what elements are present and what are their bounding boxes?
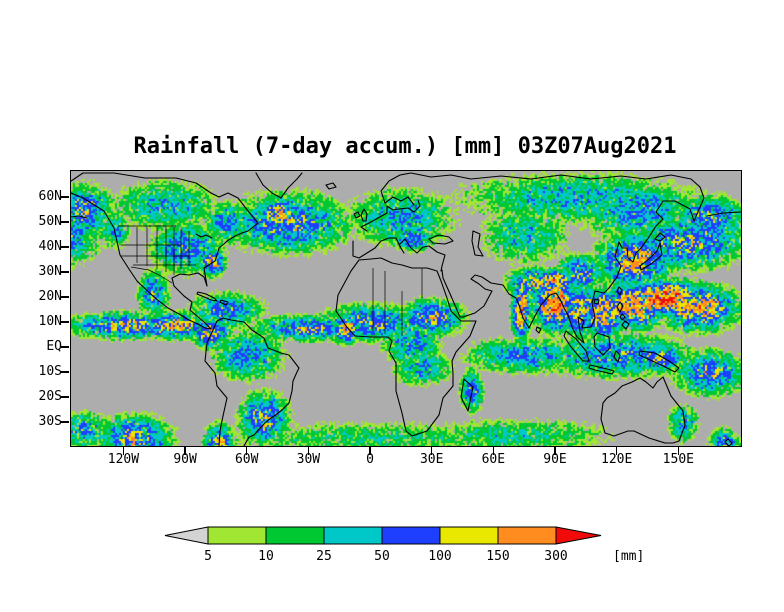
lon-tick-mark bbox=[677, 447, 680, 455]
colorbar-tick-label: 300 bbox=[544, 549, 567, 564]
colorbar-arrow-below bbox=[164, 526, 209, 545]
colorbar-tick-label: 50 bbox=[374, 549, 390, 564]
coastline-oceania bbox=[71, 211, 741, 446]
lon-tick-mark bbox=[369, 447, 371, 455]
lat-tick-mark bbox=[61, 196, 69, 198]
lat-tick-label: 10N bbox=[38, 314, 62, 329]
lon-tick-label: 90E bbox=[543, 452, 567, 467]
lon-tick-label: 30E bbox=[419, 452, 444, 467]
lat-tick-label: 60N bbox=[38, 189, 62, 204]
colorbar-tick-label: 10 bbox=[258, 549, 274, 564]
colorbar-tick-label: 25 bbox=[316, 549, 332, 564]
lon-tick-mark bbox=[492, 447, 495, 455]
lon-tick-label: 120E bbox=[601, 452, 633, 467]
lat-tick-mark bbox=[61, 371, 69, 373]
lon-tick-mark bbox=[245, 447, 248, 455]
colorbar-tick-label: 100 bbox=[428, 549, 451, 564]
colorbar-segment bbox=[497, 526, 557, 545]
lon-tick-label: 60W bbox=[234, 452, 259, 467]
colorbar-unit-label: [mm] bbox=[613, 549, 644, 564]
lon-tick-label: 60E bbox=[481, 452, 506, 467]
map-panel bbox=[70, 170, 742, 447]
lon-tick-label: 0 bbox=[366, 452, 374, 467]
lon-tick-mark bbox=[307, 447, 310, 455]
colorbar-segment bbox=[439, 526, 499, 545]
lon-tick-label: 90W bbox=[173, 452, 197, 467]
lat-tick-mark bbox=[61, 421, 69, 423]
coastlines-overlay bbox=[71, 172, 741, 446]
colorbar-segment bbox=[323, 526, 383, 545]
colorbar-segment bbox=[265, 526, 325, 545]
lat-tick-label: 20N bbox=[38, 289, 62, 304]
colorbar-tick-label: 150 bbox=[486, 549, 509, 564]
coastline-asia bbox=[410, 172, 705, 375]
lat-tick-mark bbox=[61, 296, 69, 298]
lat-tick-label: 30S bbox=[38, 414, 62, 429]
lat-tick-label: 30N bbox=[38, 264, 62, 279]
colorbar: 5 10 25 50 100 150 300 [mm] bbox=[164, 526, 644, 564]
lon-tick-mark bbox=[184, 447, 186, 455]
lat-tick-label: EQ bbox=[46, 339, 62, 354]
lon-tick-mark bbox=[554, 447, 556, 455]
lon-tick-mark bbox=[615, 447, 618, 455]
lon-tick-mark bbox=[430, 447, 433, 455]
lat-tick-mark bbox=[61, 271, 69, 273]
lon-tick-label: 150E bbox=[662, 452, 694, 467]
colorbar-segment bbox=[207, 526, 267, 545]
colorbar-segment bbox=[381, 526, 441, 545]
lat-tick-label: 10S bbox=[38, 364, 62, 379]
lon-tick-label: 120W bbox=[107, 452, 140, 467]
rainfall-raster bbox=[71, 171, 741, 446]
lat-tick-label: 20S bbox=[38, 389, 62, 404]
lat-tick-label: 50N bbox=[38, 214, 62, 229]
lat-tick-mark bbox=[61, 221, 69, 223]
country-state-borders bbox=[118, 225, 423, 336]
lat-tick-label: 40N bbox=[38, 239, 62, 254]
colorbar-tick-label: 5 bbox=[204, 549, 212, 564]
lat-tick-mark bbox=[61, 396, 69, 398]
lat-tick-mark bbox=[61, 246, 69, 248]
lon-tick-mark bbox=[122, 447, 125, 455]
coastline-north-america bbox=[71, 172, 303, 446]
lat-tick-mark bbox=[61, 321, 69, 323]
coastline-africa-europe bbox=[325, 172, 484, 437]
chart-title: Rainfall (7-day accum.) [mm] 03Z07Aug202… bbox=[133, 134, 677, 159]
colorbar-arrow-above bbox=[555, 526, 602, 545]
lat-tick-mark bbox=[61, 346, 69, 348]
lon-tick-label: 30W bbox=[296, 452, 321, 467]
